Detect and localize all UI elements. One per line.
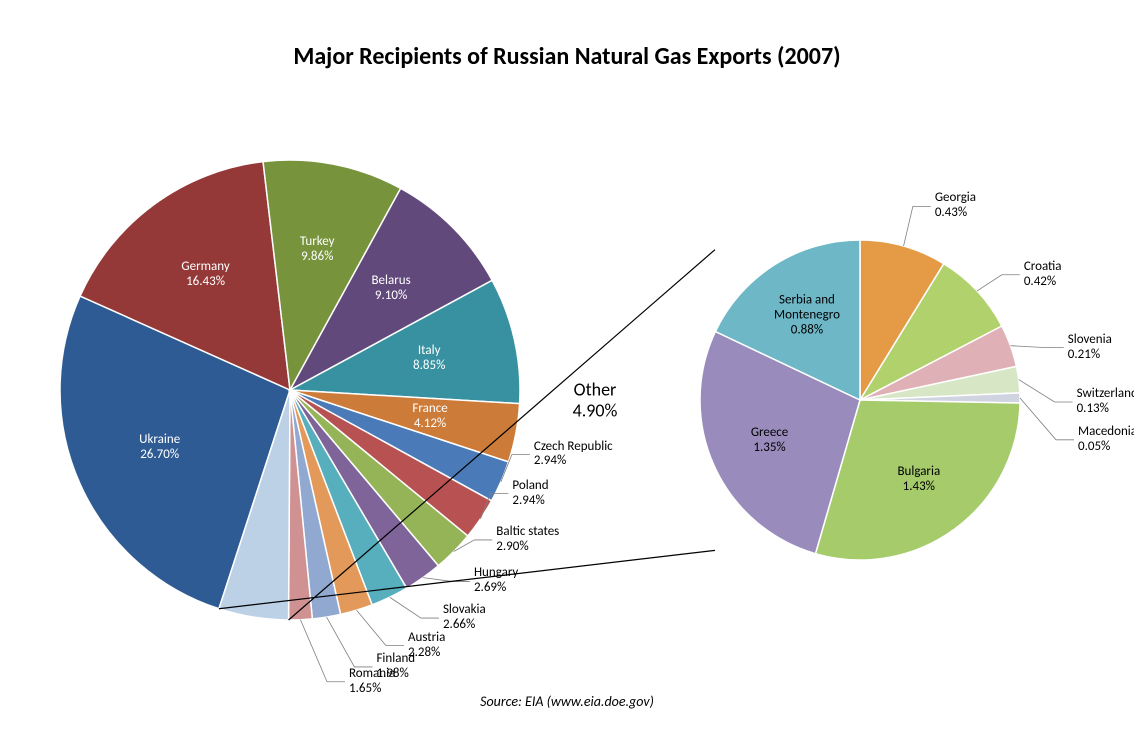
sub-leader <box>1020 398 1074 440</box>
chart-stage: Major Recipients of Russian Natural Gas … <box>0 0 1134 734</box>
chart-svg <box>0 0 1134 734</box>
sub-leader <box>1019 380 1073 402</box>
source-text: Source: EIA (www.eia.doe.gov) <box>0 693 1134 710</box>
sub-leader <box>1011 346 1064 348</box>
main-leader <box>357 610 404 645</box>
main-leader <box>300 620 345 682</box>
sub-leader <box>904 206 931 246</box>
main-leader <box>390 597 439 618</box>
sub-leader <box>977 275 1020 291</box>
main-leader <box>327 617 373 667</box>
